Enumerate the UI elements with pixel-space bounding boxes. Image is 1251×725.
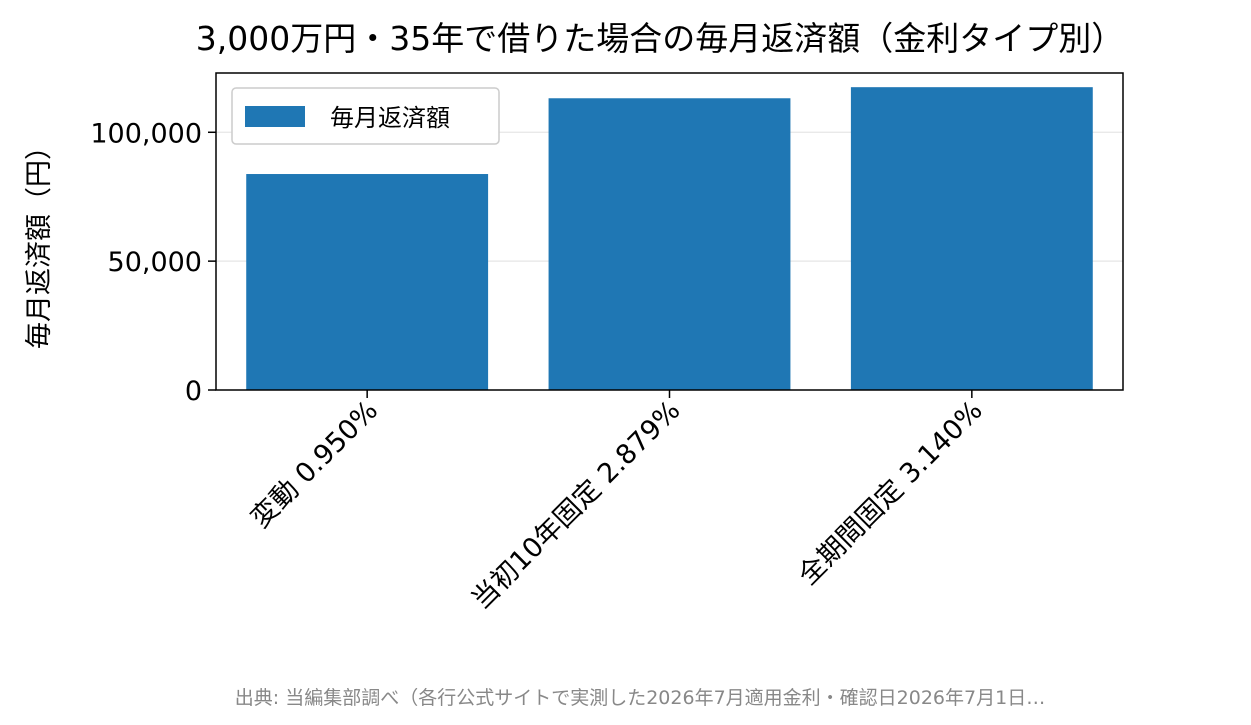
- x-tick-label: 全期間固定 3.140%: [793, 395, 989, 591]
- x-tick-label: 変動 0.950%: [245, 395, 384, 534]
- x-axis: 変動 0.950% 当初10年固定 2.879% 全期間固定 3.140%: [245, 390, 989, 616]
- y-axis-label: 毎月返済額（円）: [24, 133, 55, 349]
- chart-title: 3,000万円・35年で借りた場合の毎月返済額（金利タイプ別）: [196, 19, 1124, 58]
- bars: [246, 87, 1093, 391]
- source-note: 出典: 当編集部調べ（各行公式サイトで実測した2026年7月適用金利・確認日20…: [235, 687, 1045, 709]
- bar: [246, 174, 489, 390]
- bar: [850, 87, 1093, 390]
- y-tick-label: 50,000: [108, 247, 202, 278]
- legend: 毎月返済額: [231, 87, 500, 145]
- legend-box: [231, 87, 500, 145]
- x-tick-label: 当初10年固定 2.879%: [466, 395, 687, 616]
- y-tick-label: 100,000: [90, 118, 202, 149]
- legend-label: 毎月返済額: [330, 104, 450, 132]
- bar: [548, 98, 791, 391]
- y-axis: 0 50,000 100,000: [90, 118, 216, 407]
- legend-swatch: [245, 106, 305, 127]
- y-tick-label: 0: [185, 376, 202, 407]
